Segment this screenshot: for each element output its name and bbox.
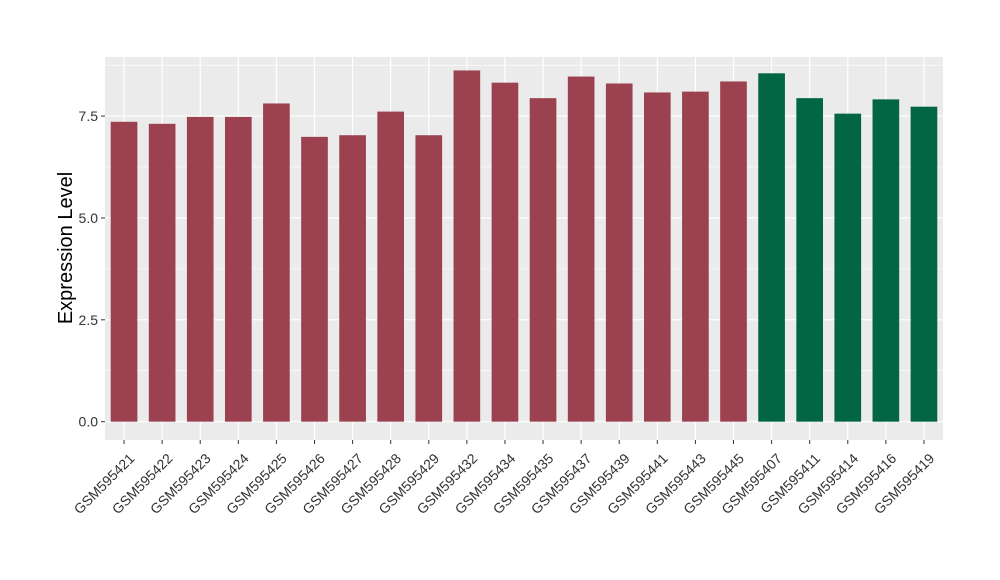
bar-GSM595435 (529, 98, 557, 422)
bar-GSM595416 (872, 99, 900, 422)
y-tick-label: 5.0 (79, 210, 99, 226)
y-axis: 0.0 2.5 5.0 7.5 (79, 108, 105, 430)
bar-GSM595439 (605, 83, 633, 422)
bar-GSM595424 (224, 116, 252, 422)
bar-GSM595427 (339, 135, 366, 422)
bar-GSM595422 (148, 123, 176, 422)
y-tick-label: 0.0 (79, 414, 99, 430)
bar-GSM595445 (720, 81, 747, 422)
bar-GSM595411 (796, 98, 824, 422)
bar-GSM595437 (567, 76, 595, 422)
bar-GSM595419 (910, 106, 938, 422)
bar-GSM595426 (301, 136, 328, 422)
bar-GSM595432 (453, 70, 481, 422)
x-axis: GSM595421GSM595422GSM595423GSM595424GSM5… (71, 440, 938, 517)
bar-GSM595429 (415, 135, 443, 422)
y-tick-label: 7.5 (79, 108, 99, 124)
bar-GSM595443 (682, 91, 709, 422)
bar-GSM595434 (491, 82, 519, 422)
bar-GSM595441 (643, 92, 671, 422)
bar-GSM595425 (263, 103, 290, 422)
y-tick-label: 2.5 (79, 312, 99, 328)
y-axis-title: Expression Level (55, 172, 77, 324)
bar-GSM595423 (186, 116, 214, 422)
bar-GSM595414 (834, 113, 862, 422)
bar-GSM595407 (758, 73, 785, 422)
bars (110, 70, 938, 422)
bar-GSM595428 (377, 111, 405, 422)
bar-GSM595421 (110, 121, 138, 422)
